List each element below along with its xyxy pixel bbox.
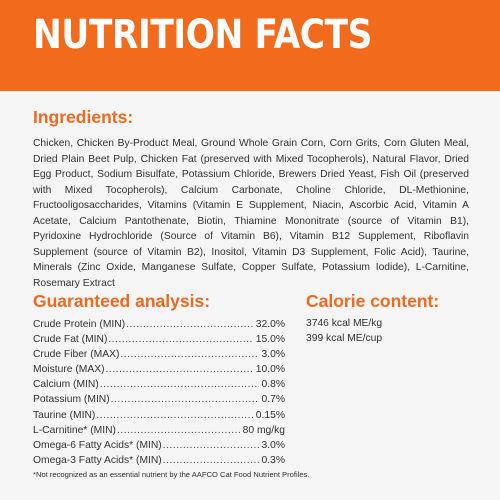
- analysis-row: Calcium (MIN)...........................…: [33, 377, 285, 392]
- analysis-label: L-Carnitine* (MIN): [33, 424, 116, 436]
- analysis-value: 0.7%: [261, 394, 285, 406]
- calorie-content: 3746 kcal ME/kg 399 kcal ME/cup: [306, 317, 382, 346]
- dot-leader: ........................................…: [162, 454, 259, 466]
- analysis-row: Omega-6 Fatty Acids* (MIN)..............…: [33, 438, 285, 453]
- dot-leader: ........................................…: [105, 364, 253, 376]
- analysis-value: 3.0%: [261, 349, 285, 361]
- dot-leader: ........................................…: [162, 439, 259, 451]
- analysis-label: Crude Fiber (MAX): [33, 349, 120, 361]
- analysis-row: Potassium (MIN).........................…: [33, 392, 285, 407]
- ingredients-list: Chicken, Chicken By-Product Meal, Ground…: [33, 138, 469, 289]
- analysis-label: Moisture (MAX): [33, 364, 105, 376]
- analysis-label: Omega-3 Fatty Acids* (MIN): [33, 454, 162, 466]
- analysis-value: 10.0%: [255, 364, 285, 376]
- analysis-value: 3.0%: [261, 439, 285, 451]
- calorie-per-kg: 3746 kcal ME/kg: [306, 318, 383, 329]
- analysis-label: Crude Fat (MIN): [33, 334, 108, 346]
- analysis-label: Taurine (MIN): [33, 409, 96, 421]
- analysis-label: Omega-6 Fatty Acids* (MIN): [33, 439, 162, 451]
- dot-leader: ........................................…: [126, 319, 253, 330]
- analysis-value: 80 mg/kg: [242, 424, 285, 436]
- dot-leader: ........................................…: [96, 409, 252, 421]
- analysis-row: Crude Fiber (MAX).......................…: [33, 347, 285, 362]
- analysis-value: 0.8%: [261, 379, 285, 391]
- ingredients-heading: Ingredients:: [33, 107, 134, 127]
- analysis-label: Crude Protein (MIN): [33, 319, 126, 330]
- guaranteed-analysis-table: Crude Protein (MIN).....................…: [33, 317, 285, 468]
- analysis-value: 0.15%: [255, 409, 285, 421]
- analysis-row: Moisture (MAX)..........................…: [33, 362, 285, 377]
- calorie-per-cup: 399 kcal ME/cup: [306, 332, 383, 344]
- dot-leader: ........................................…: [116, 424, 240, 436]
- analysis-label: Calcium (MIN): [33, 379, 99, 391]
- page-title: NUTRITION FACTS: [33, 12, 372, 58]
- analysis-row: Crude Protein (MIN).....................…: [33, 317, 285, 332]
- footnote: *Not recognized as an essential nutrient…: [33, 470, 310, 479]
- dot-leader: ........................................…: [99, 379, 259, 391]
- title-banner: NUTRITION FACTS: [0, 0, 500, 91]
- analysis-value: 15.0%: [255, 334, 285, 346]
- analysis-row: Taurine (MIN)...........................…: [33, 408, 285, 423]
- analysis-row: L-Carnitine* (MIN)......................…: [33, 423, 285, 438]
- dot-leader: ........................................…: [108, 334, 253, 346]
- calorie-content-heading: Calorie content:: [306, 291, 440, 311]
- analysis-value: 32.0%: [255, 319, 285, 330]
- analysis-row: Omega-3 Fatty Acids* (MIN)..............…: [33, 453, 285, 468]
- analysis-label: Potassium (MIN): [33, 394, 110, 406]
- analysis-value: 0.3%: [261, 454, 285, 466]
- guaranteed-analysis-heading: Guaranteed analysis:: [33, 291, 211, 311]
- dot-leader: ........................................…: [120, 349, 259, 361]
- analysis-row: Crude Fat (MIN).........................…: [33, 332, 285, 347]
- dot-leader: ........................................…: [110, 394, 259, 406]
